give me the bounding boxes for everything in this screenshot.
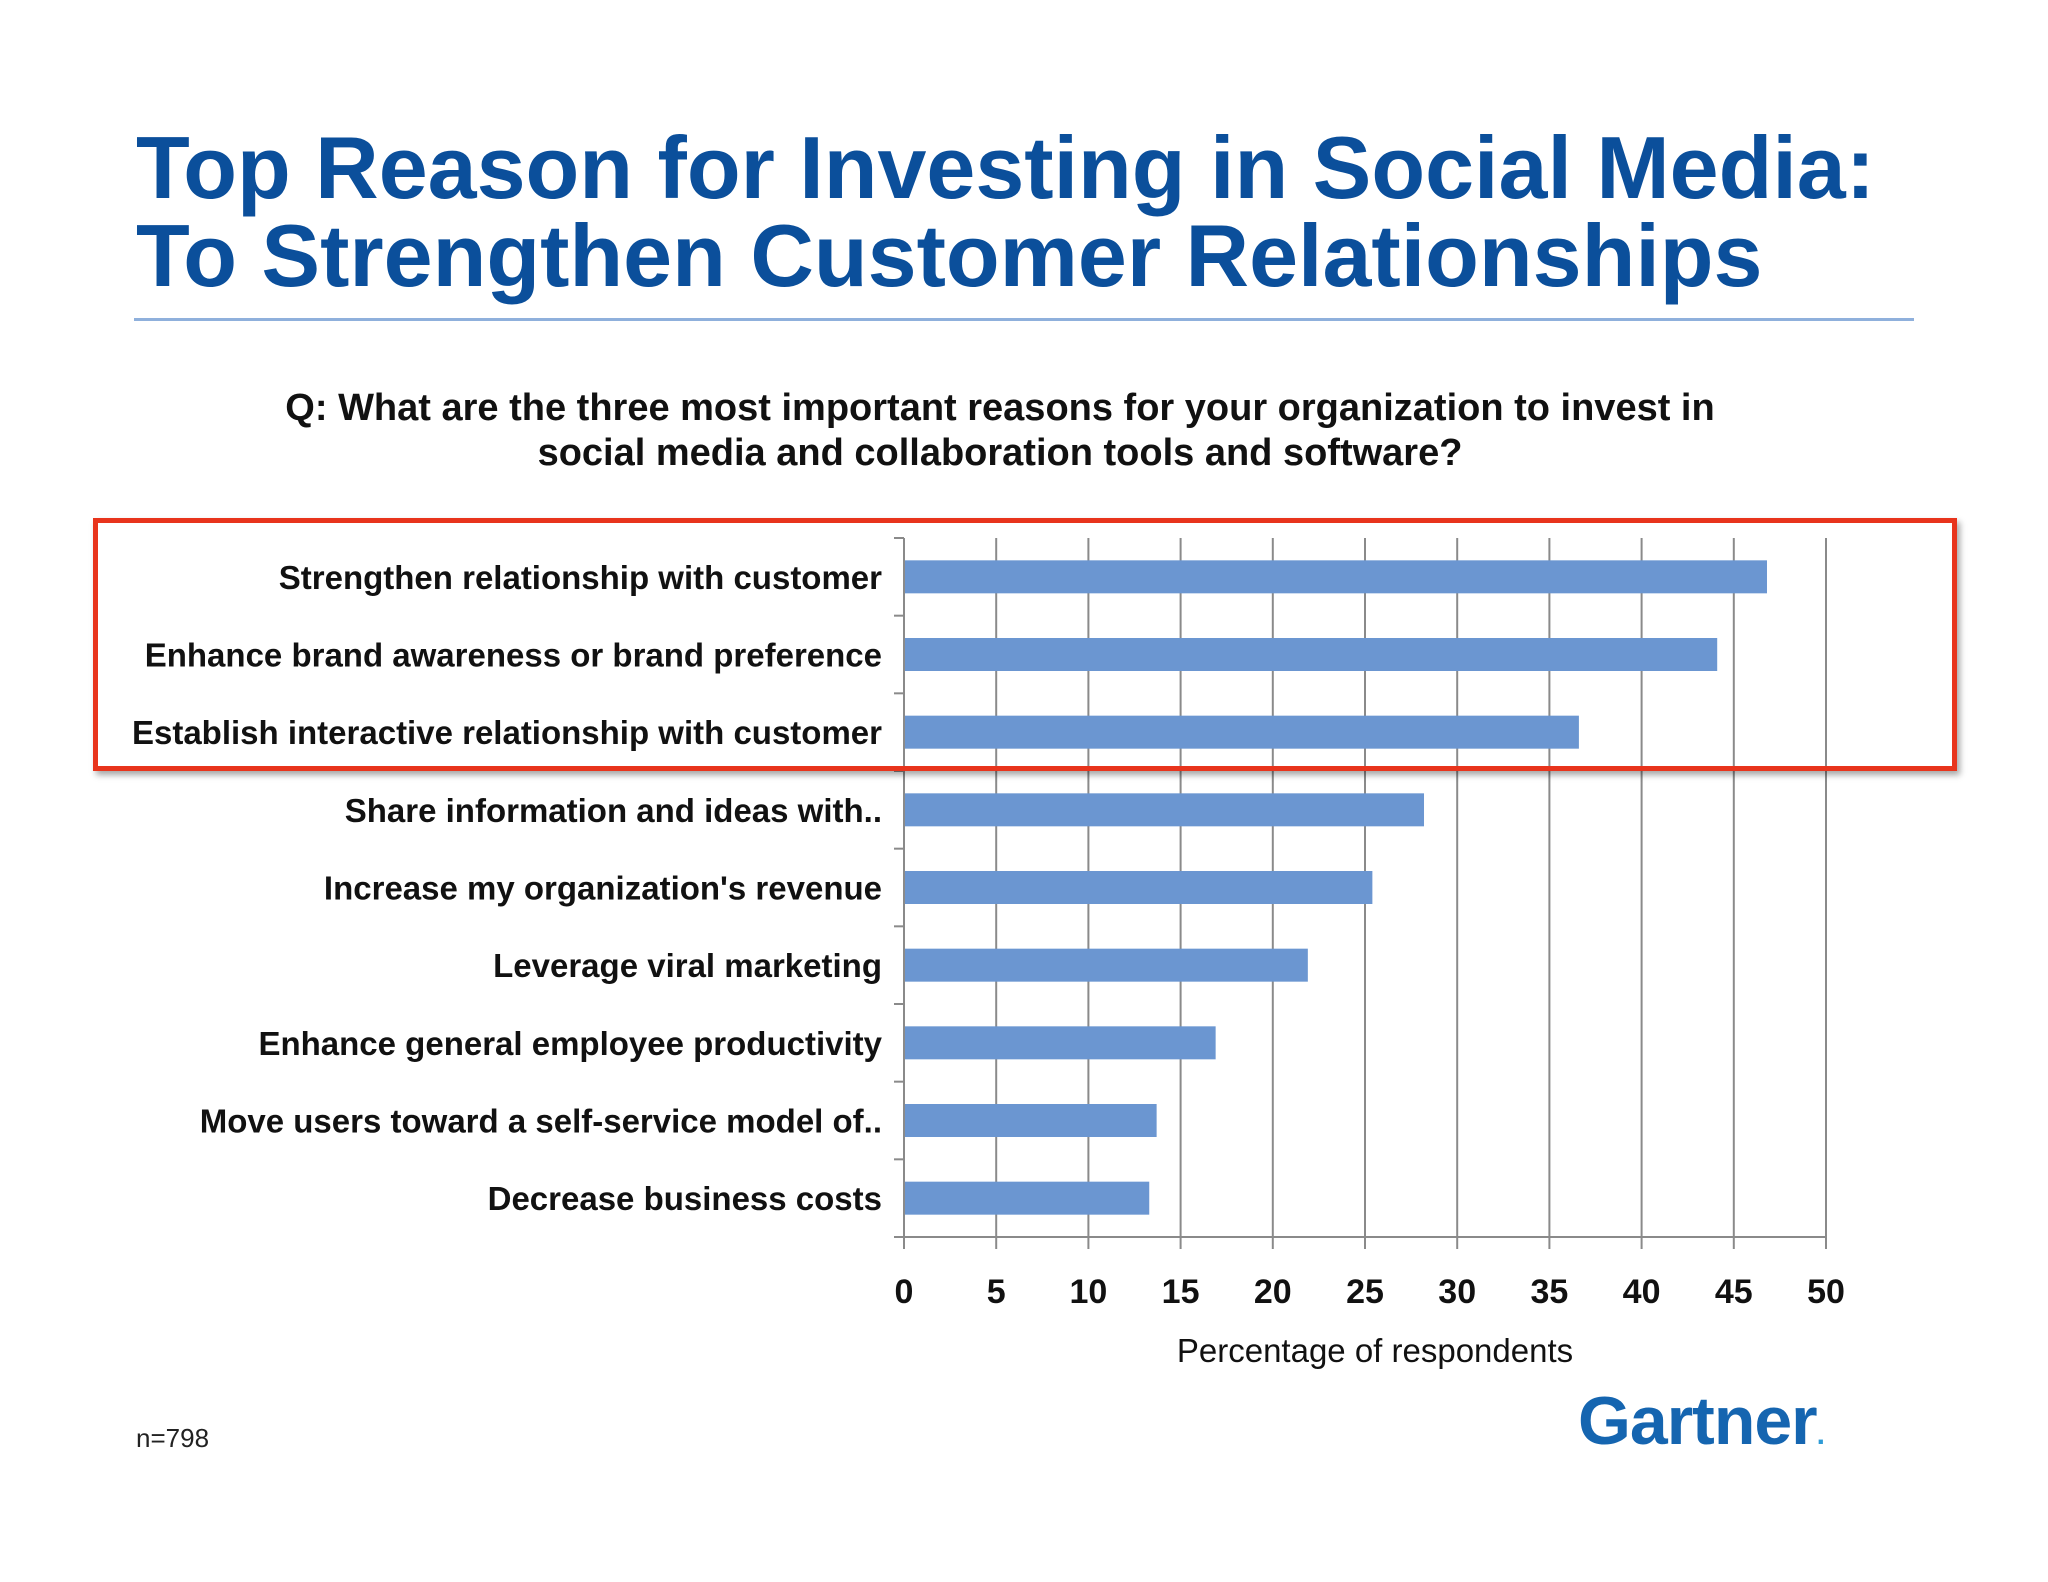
x-axis-title: Percentage of respondents (1177, 1332, 1573, 1369)
category-label-3: Establish interactive relationship with … (132, 714, 882, 751)
x-tick-label-50: 50 (1807, 1273, 1845, 1311)
bar-7 (904, 1026, 1216, 1060)
slide-title: Top Reason for Investing in Social Media… (136, 124, 1936, 300)
category-label-4: Share information and ideas with.. (345, 792, 882, 829)
gartner-logo: Gartner. (1578, 1382, 1825, 1460)
sample-size-note: n=798 (136, 1423, 210, 1453)
slide-title-line-2: To Strengthen Customer Relationships (136, 206, 1763, 305)
x-tick-label-0: 0 (895, 1273, 914, 1311)
x-tick-label-25: 25 (1346, 1273, 1384, 1311)
bar-4 (904, 793, 1425, 827)
x-tick-label-15: 15 (1162, 1273, 1200, 1311)
bar-8 (904, 1104, 1157, 1137)
survey-question-line-2: social media and collaboration tools and… (537, 432, 1463, 474)
category-label-6: Leverage viral marketing (493, 947, 882, 984)
title-divider (134, 318, 1914, 321)
x-tick-label-40: 40 (1623, 1273, 1661, 1311)
category-label-7: Enhance general employee productivity (258, 1025, 882, 1062)
x-tick-label-20: 20 (1254, 1273, 1292, 1311)
x-tick-label-45: 45 (1715, 1273, 1753, 1311)
logo-text: Gartner (1578, 1383, 1818, 1459)
bar-3 (904, 715, 1579, 749)
top-three-highlight-box (93, 518, 1957, 771)
category-label-2: Enhance brand awareness or brand prefere… (145, 637, 882, 674)
survey-question-line-1: Q: What are the three most important rea… (285, 387, 1715, 429)
bar-1 (904, 560, 1767, 594)
logo-mark: . (1816, 1418, 1825, 1451)
bar-5 (904, 871, 1373, 904)
x-tick-label-5: 5 (987, 1273, 1006, 1311)
survey-question: Q: What are the three most important rea… (100, 386, 1900, 476)
bar-9 (904, 1181, 1150, 1215)
x-tick-label-10: 10 (1069, 1273, 1107, 1311)
slide-title-line-1: Top Reason for Investing in Social Media… (136, 118, 1876, 217)
bar-2 (904, 638, 1718, 671)
category-label-9: Decrease business costs (488, 1180, 882, 1217)
x-tick-label-30: 30 (1438, 1273, 1476, 1311)
category-label-8: Move users toward a self-service model o… (200, 1103, 882, 1140)
bar-6 (904, 948, 1308, 982)
category-label-5: Increase my organization's revenue (324, 870, 882, 907)
x-tick-label-35: 35 (1530, 1273, 1568, 1311)
category-label-1: Strengthen relationship with customer (279, 559, 882, 596)
